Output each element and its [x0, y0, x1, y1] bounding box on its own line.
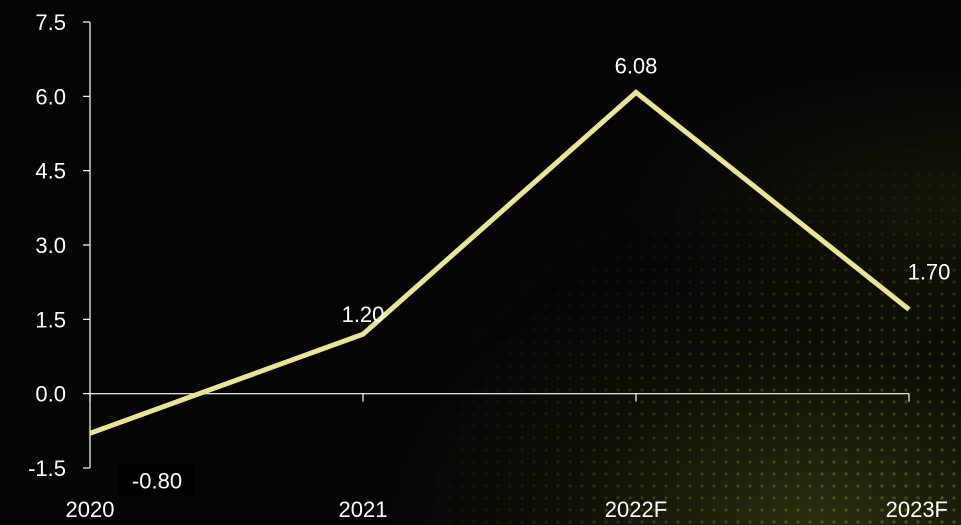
y-tick-label: -1.5: [28, 456, 66, 481]
y-tick-label: 7.5: [35, 10, 66, 35]
x-axis-ticks: 2020 2021 2022F 2023F: [66, 393, 948, 522]
data-label: -0.80: [132, 468, 182, 493]
series-line: [89, 89, 911, 436]
y-axis-ticks: 7.5 6.0 4.5 3.0 1.5 0.0 -1.5: [28, 10, 90, 481]
y-tick-label: 6.0: [35, 84, 66, 109]
x-tick-label: 2020: [66, 497, 115, 522]
x-tick-label: 2021: [339, 497, 388, 522]
y-tick-label: 4.5: [35, 159, 66, 184]
y-tick-label: 1.5: [35, 307, 66, 332]
axes: [89, 22, 909, 468]
data-labels: -0.80 1.20 6.08 1.70: [119, 53, 951, 497]
data-label: 6.08: [615, 53, 658, 78]
y-tick-label: 0.0: [35, 382, 66, 407]
data-label: 1.70: [908, 259, 951, 284]
x-tick-label: 2023F: [886, 497, 948, 522]
series-group: [89, 89, 911, 436]
data-label: 1.20: [342, 302, 385, 327]
x-tick-label: 2022F: [605, 497, 667, 522]
data-label-background: [119, 464, 195, 497]
y-tick-label: 3.0: [35, 233, 66, 258]
